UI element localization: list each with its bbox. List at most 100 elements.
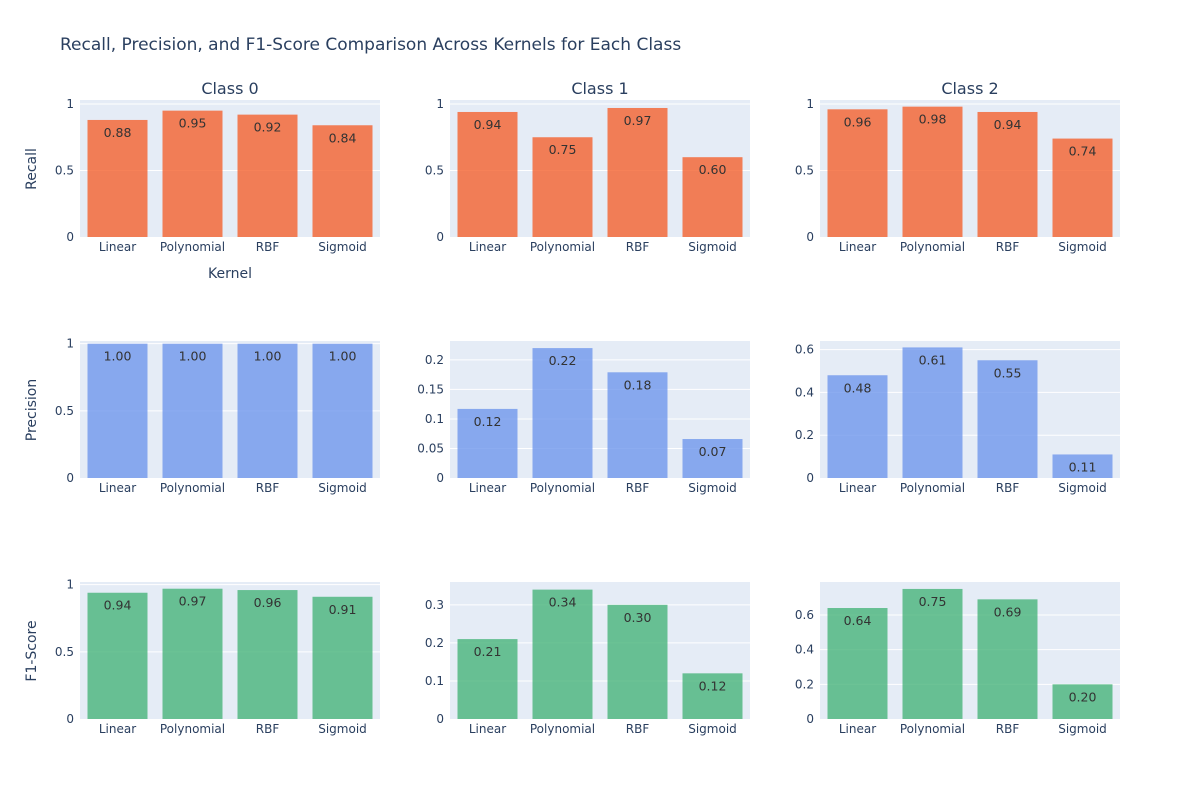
data-label: 1.00 — [104, 349, 132, 364]
panel-f1-score-class-2: 0 0.2 0.4 0.6 0.64 Linear 0.75 Polynomial 0.69 RB… — [795, 582, 1120, 736]
x-tick-label: RBF — [996, 722, 1020, 736]
y-tick-label: 0 — [806, 471, 814, 485]
bar-linear — [87, 343, 148, 478]
data-label: 0.98 — [919, 112, 947, 127]
y-tick-label: 0 — [66, 471, 74, 485]
x-tick-label: RBF — [996, 240, 1020, 254]
x-tick-label: Linear — [469, 240, 506, 254]
y-tick-label: 0.2 — [425, 353, 444, 367]
bar-rbf — [607, 107, 668, 237]
bar-sigmoid — [312, 596, 373, 719]
data-label: 0.75 — [919, 594, 947, 609]
x-tick-label: Polynomial — [160, 481, 225, 495]
data-label: 0.22 — [549, 353, 577, 368]
bar-sigmoid — [682, 439, 743, 478]
x-tick-label: Linear — [469, 481, 506, 495]
panel-recall-class-2: 0 0.5 1 0.96 Linear 0.98 Polynomial 0.94 RBF 0.74… — [795, 97, 1120, 254]
x-tick-label: Sigmoid — [688, 722, 737, 736]
data-label: 1.00 — [329, 349, 357, 364]
bar-rbf — [977, 599, 1038, 719]
x-tick-label: Sigmoid — [1058, 240, 1107, 254]
data-label: 0.95 — [179, 116, 207, 131]
data-label: 0.88 — [104, 125, 132, 140]
data-label: 0.11 — [1069, 459, 1097, 474]
data-label: 0.96 — [254, 595, 282, 610]
y-tick-label: 0.5 — [55, 163, 74, 177]
y-tick-label: 0 — [66, 230, 74, 244]
bar-sigmoid — [1052, 684, 1113, 719]
y-tick-label: 0.5 — [795, 163, 814, 177]
y-tick-label: 1 — [806, 97, 814, 111]
x-axis-title-kernel: Kernel — [208, 266, 252, 282]
data-label: 0.18 — [624, 377, 652, 392]
bar-linear — [827, 109, 888, 237]
subplot-title-class-1: Class 1 — [571, 79, 628, 98]
data-label: 0.60 — [699, 162, 727, 177]
subplot-grid: 0 0.5 1 0.88 Linear 0.95 Polynomial 0.92 RBF 0.84… — [55, 97, 1120, 736]
subplot-title-class-0: Class 0 — [201, 79, 258, 98]
x-tick-label: RBF — [626, 722, 650, 736]
y-axis-title-f1-score: F1-Score — [24, 620, 40, 681]
x-tick-label: Linear — [99, 481, 136, 495]
panel-f1-score-class-0: 0 0.5 1 0.94 Linear 0.97 Polynomial 0.96 RBF 0.91… — [55, 578, 380, 736]
data-label: 0.97 — [179, 594, 207, 609]
bar-linear — [457, 111, 518, 237]
bar-rbf — [977, 111, 1038, 237]
data-label: 0.07 — [699, 444, 727, 459]
y-tick-label: 0.5 — [55, 645, 74, 659]
panel-precision-class-0: 0 0.5 1 1.00 Linear 1.00 Polynomial 1.00 RBF 1.00… — [55, 337, 380, 495]
data-label: 0.91 — [329, 602, 357, 617]
data-label: 0.94 — [104, 598, 132, 613]
x-tick-label: Linear — [99, 722, 136, 736]
bar-rbf — [237, 343, 298, 478]
y-tick-label: 0.2 — [425, 636, 444, 650]
data-label: 0.34 — [549, 595, 577, 610]
x-tick-label: RBF — [996, 481, 1020, 495]
data-label: 0.30 — [624, 610, 652, 625]
bar-polynomial — [902, 347, 963, 478]
bar-polynomial — [162, 110, 223, 237]
bar-sigmoid — [312, 125, 373, 237]
data-label: 0.74 — [1069, 144, 1097, 159]
y-tick-label: 1 — [66, 337, 74, 351]
data-label: 0.21 — [474, 644, 502, 659]
x-tick-label: Polynomial — [900, 722, 965, 736]
y-tick-label: 0 — [436, 712, 444, 726]
y-tick-label: 0 — [436, 230, 444, 244]
y-tick-label: 1 — [66, 578, 74, 592]
data-label: 1.00 — [179, 349, 207, 364]
bar-rbf — [607, 604, 668, 719]
bar-linear — [457, 408, 518, 478]
x-tick-label: Polynomial — [530, 240, 595, 254]
data-label: 0.94 — [994, 117, 1022, 132]
y-tick-label: 0.5 — [425, 163, 444, 177]
x-tick-label: Polynomial — [900, 240, 965, 254]
x-tick-label: Polynomial — [160, 240, 225, 254]
x-tick-label: Sigmoid — [688, 240, 737, 254]
y-tick-label: 0.4 — [795, 385, 814, 399]
y-tick-label: 0.2 — [795, 677, 814, 691]
panel-f1-score-class-1: 0 0.1 0.2 0.3 0.21 Linear 0.34 Polynomial 0.30 RB… — [425, 582, 750, 736]
x-tick-label: Sigmoid — [318, 481, 367, 495]
y-tick-label: 0.05 — [417, 441, 444, 455]
panel-precision-class-2: 0 0.2 0.4 0.6 0.48 Linear 0.61 Polynomial 0.55 RB… — [795, 341, 1120, 495]
data-label: 0.92 — [254, 120, 282, 135]
x-tick-label: Sigmoid — [318, 722, 367, 736]
data-label: 0.20 — [1069, 689, 1097, 704]
y-tick-label: 0.1 — [425, 674, 444, 688]
bar-sigmoid — [312, 343, 373, 478]
x-tick-label: Polynomial — [530, 722, 595, 736]
panel-precision-class-1: 0 0.05 0.1 0.15 0.2 0.12 Linear 0.22 Polynomial 0… — [417, 341, 750, 495]
bar-rbf — [607, 372, 668, 478]
y-axis-title-precision: Precision — [24, 379, 40, 441]
y-tick-label: 0 — [806, 230, 814, 244]
y-tick-label: 0.5 — [55, 404, 74, 418]
y-tick-label: 0.15 — [417, 382, 444, 396]
data-label: 1.00 — [254, 349, 282, 364]
panel-recall-class-1: 0 0.5 1 0.94 Linear 0.75 Polynomial 0.97 RBF 0.60… — [425, 97, 750, 254]
bar-polynomial — [532, 589, 593, 719]
bar-polynomial — [162, 343, 223, 478]
y-tick-label: 1 — [436, 97, 444, 111]
bar-sigmoid — [1052, 138, 1113, 237]
